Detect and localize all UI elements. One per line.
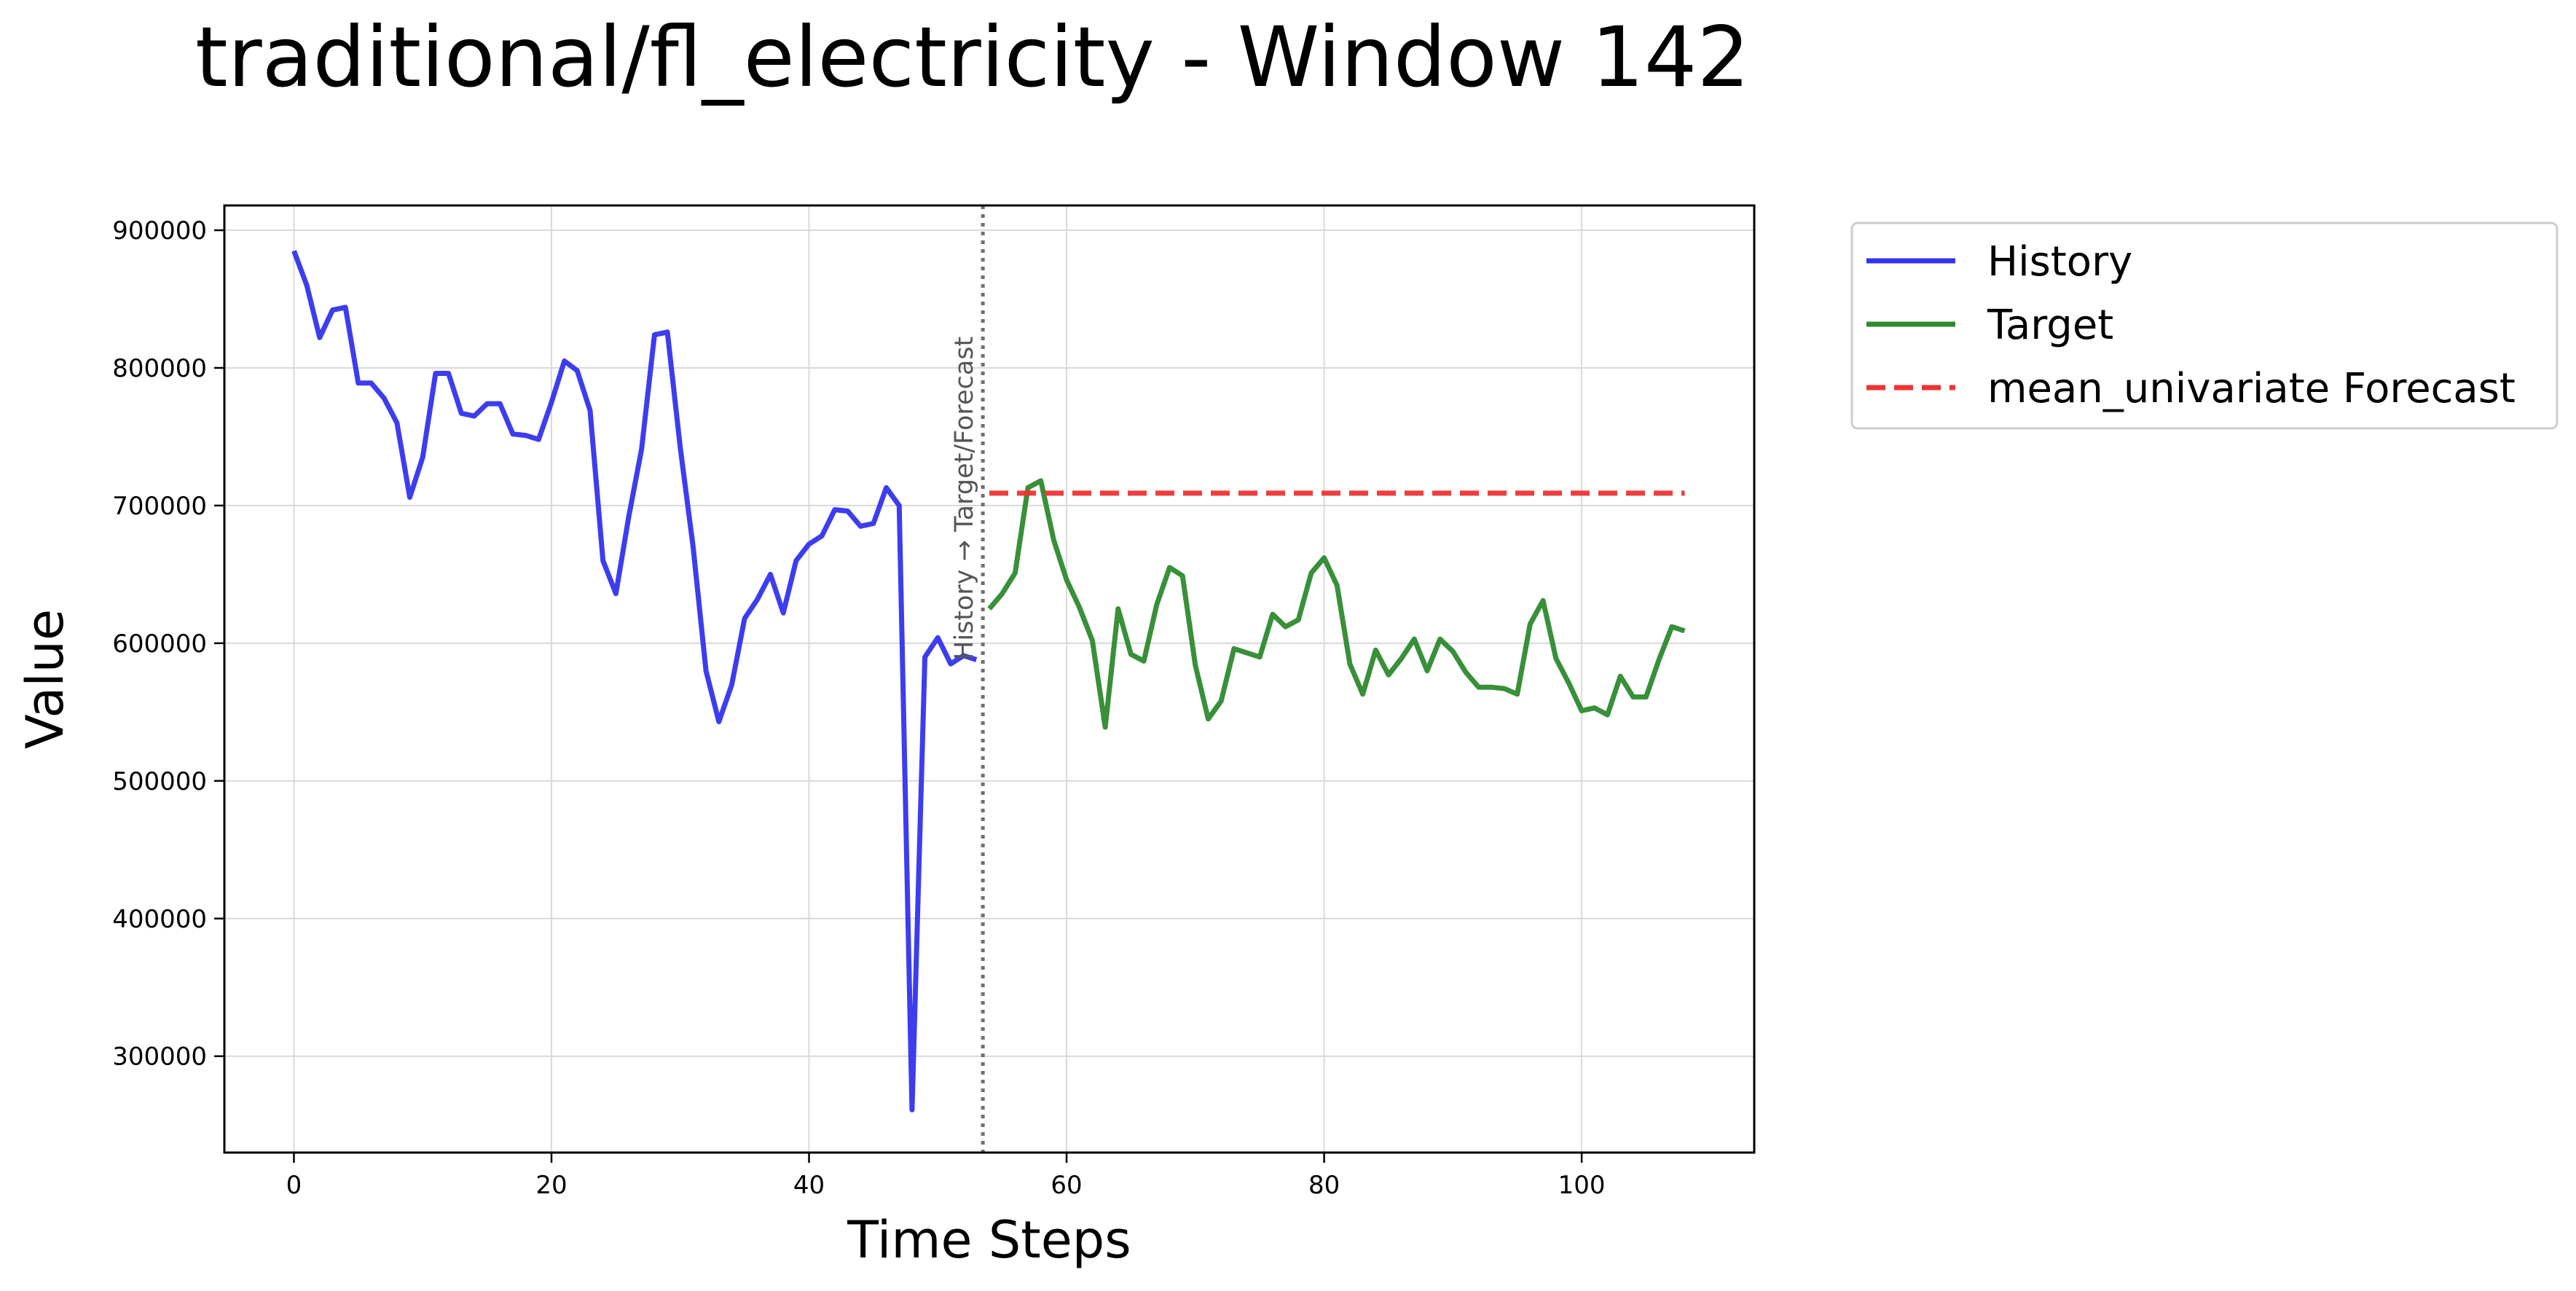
chart-title: traditional/fl_electricity - Window 142 bbox=[195, 9, 1750, 106]
grid bbox=[224, 205, 1754, 1153]
legend-label: mean_univariate Forecast bbox=[1987, 365, 2516, 412]
y-axis-ticks: 300000 400000 500000 600000 700000 800000 9000… bbox=[112, 216, 224, 1072]
series-target-line bbox=[987, 478, 1686, 730]
x-axis-label: Time Steps bbox=[847, 1210, 1131, 1270]
y-tick-label: 800000 bbox=[112, 354, 207, 383]
x-tick-label: 80 bbox=[1308, 1171, 1340, 1200]
x-tick-label: 100 bbox=[1558, 1171, 1606, 1200]
y-tick-label: 400000 bbox=[112, 905, 207, 934]
legend: History Target mean_univariate Forecast bbox=[1850, 221, 2559, 430]
y-tick-label: 700000 bbox=[112, 492, 207, 521]
x-tick-label: 40 bbox=[793, 1171, 825, 1200]
legend-label: Target bbox=[1987, 302, 2113, 349]
y-axis-label: Value bbox=[15, 609, 75, 749]
plot-frame bbox=[223, 204, 1756, 1154]
x-tick-label: 20 bbox=[535, 1171, 567, 1200]
y-tick-label: 500000 bbox=[112, 767, 207, 796]
legend-box bbox=[1850, 221, 2559, 430]
x-tick-label: 60 bbox=[1051, 1171, 1082, 1200]
y-tick-label: 600000 bbox=[112, 629, 207, 659]
split-marker: History → Target/Forecast bbox=[950, 205, 985, 1153]
split-annotation: History → Target/Forecast bbox=[950, 337, 979, 660]
legend-label: History bbox=[1987, 238, 2132, 286]
y-tick-label: 900000 bbox=[112, 216, 207, 246]
x-axis-ticks: 0 20 40 60 80 100 bbox=[286, 1153, 1606, 1200]
x-tick-label: 0 bbox=[286, 1171, 302, 1200]
y-tick-label: 300000 bbox=[112, 1043, 207, 1072]
series-layer bbox=[291, 250, 1686, 1113]
series-history-line bbox=[291, 250, 978, 1113]
